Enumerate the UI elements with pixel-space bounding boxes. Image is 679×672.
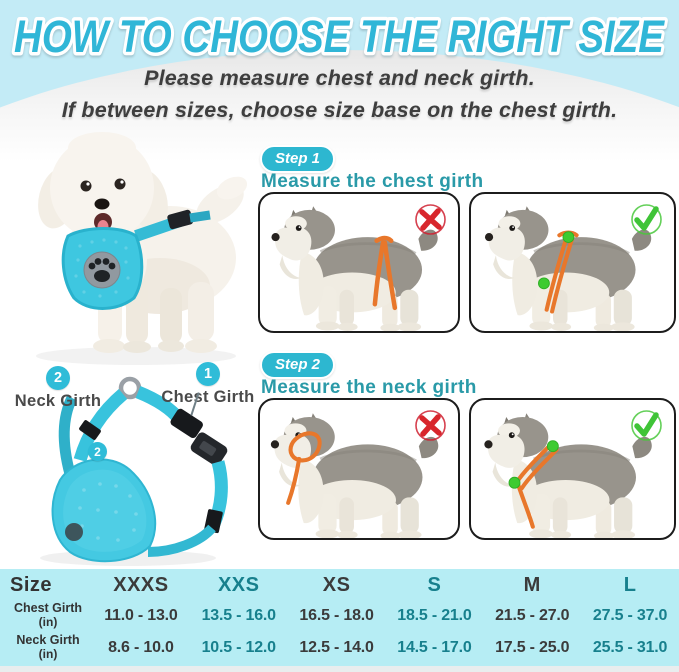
subtitle-line-2: If between sizes, choose size base on th… [61,98,618,122]
chest-girth-m: 21.5 - 27.0 [495,606,570,624]
neck-girth-label: Neck Girth [14,392,102,410]
chest-girth-l: 27.5 - 37.0 [592,606,668,624]
subtitle-line-1: Please measure chest and neck girth. [144,66,535,90]
step-1-badge: Step 1 [260,145,336,173]
chest-girth-label: Chest Girth [161,388,255,406]
row-label-text: Neck Girth [16,633,80,648]
size-col-xxxs: XXXS [113,574,169,597]
strap-number-badge: 2 [88,442,107,461]
neck-girth-row-label: Neck Girth (in) [0,633,92,661]
harness-product-figure: 2 Neck Girth 1 Chest Girth 2 [8,362,258,567]
chest-girth-xxxs: 11.0 - 13.0 [104,606,178,624]
neck-girth-xxs: 10.5 - 12.0 [201,638,277,656]
row-label-unit: (in) [38,614,58,629]
row-label-text: Chest Girth [13,601,83,616]
schnauzer-dog-illustration [269,411,440,538]
chest-girth-xs: 16.5 - 18.0 [299,606,374,624]
neck-girth-number-badge: 2 [46,366,70,390]
step-1-correct-photo [469,192,676,333]
neck-girth-l: 25.5 - 31.0 [592,638,668,656]
measure-point-dots [538,231,575,290]
step-2-wrong-photo [258,398,460,540]
buckle-male [170,408,203,439]
bottom-border-strip [0,666,679,672]
size-col-s: S [427,574,442,597]
measuring-tape-waist [372,236,398,311]
size-col-m: M [523,574,541,597]
step-2-badge: Step 2 [260,351,336,379]
chest-girth-number-badge: 1 [196,362,220,386]
chest-girth-row-label: Chest Girth (in) [0,601,92,629]
neck-girth-m: 17.5 - 25.0 [495,638,570,656]
size-table-header-row: Size XXXS XXS XS S M L [0,574,679,597]
size-table-header-size: Size [10,574,53,597]
harness-logo-badge [65,523,83,541]
paw-print-icon [88,258,116,282]
chest-girth-row: Chest Girth (in) 11.0 - 13.0 13.5 - 16.0… [0,601,679,629]
schnauzer-dog-illustration [482,411,654,538]
step-1-wrong-photo [258,192,460,333]
page-title: HOW TO CHOOSE THE RIGHT SIZE [14,11,666,62]
size-table: Size XXXS XXS XS S M L Chest Girth (in) … [0,569,679,666]
size-col-xs: XS [322,574,351,597]
step-2-correct-photo [469,398,676,540]
chest-girth-xxs: 13.5 - 16.0 [201,606,277,624]
red-x-icon [415,204,446,235]
neck-girth-xs: 12.5 - 14.0 [299,638,374,656]
neck-girth-xxxs: 8.6 - 10.0 [108,638,174,656]
green-check-icon [631,204,662,235]
red-x-icon [415,410,446,441]
measure-point-dots [508,439,559,489]
step-1-heading: Measure the chest girth [261,171,484,192]
neck-girth-callout: 2 Neck Girth [10,366,106,411]
step-2-heading: Measure the neck girth [261,377,477,398]
green-check-icon [631,410,662,441]
page-title-graphic: HOW TO CHOOSE THE RIGHT SIZE [11,8,670,66]
schnauzer-dog-illustration [483,205,653,331]
dog-wearing-harness-photo [36,132,248,365]
d-ring [118,376,142,400]
row-label-unit: (in) [38,646,58,661]
harness-photo [40,376,228,566]
neck-girth-s: 14.5 - 17.0 [397,638,472,656]
chest-girth-callout: 1 Chest Girth [160,362,256,407]
chest-girth-s: 18.5 - 21.0 [397,606,472,624]
measuring-tape-high-neck [286,430,322,505]
size-col-xxs: XXS [217,574,260,597]
strap-adjuster [79,420,101,440]
schnauzer-dog-illustration [270,205,440,331]
size-col-l: L [623,574,637,597]
neck-girth-row: Neck Girth (in) 8.6 - 10.0 10.5 - 12.0 1… [0,633,679,661]
